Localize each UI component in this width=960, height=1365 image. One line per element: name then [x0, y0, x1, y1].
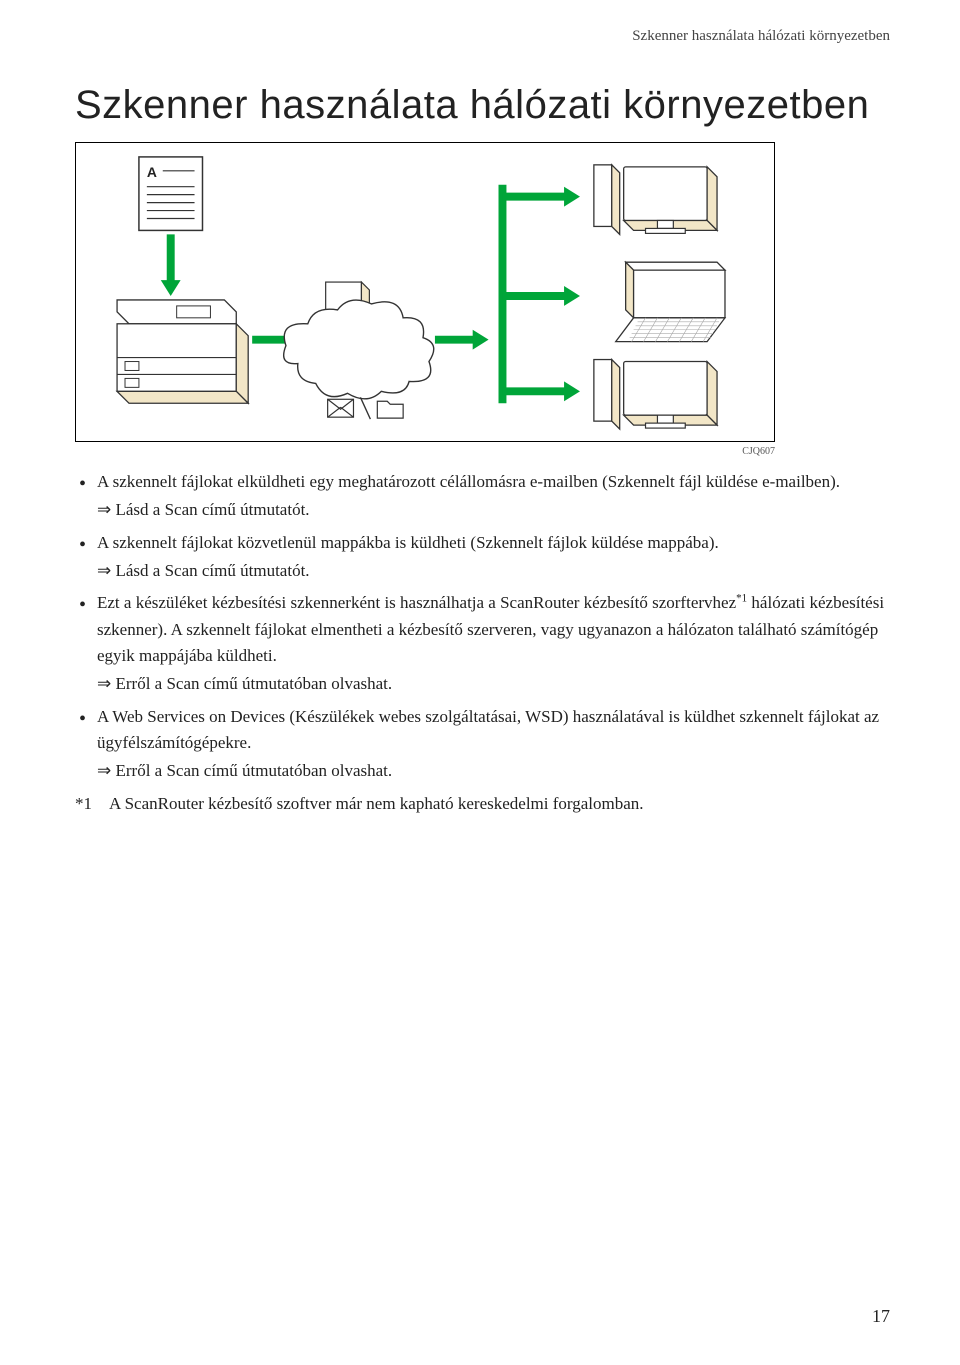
- page-title: Szkenner használata hálózati környezetbe…: [75, 83, 890, 128]
- bullet-text: A Web Services on Devices (Készülékek we…: [97, 707, 879, 752]
- bullet-sub: Lásd a Scan című útmutatót.: [97, 558, 890, 584]
- desktop-icon-top: [594, 165, 717, 235]
- document-icon: A: [139, 157, 203, 231]
- bullet-text: A szkennelt fájlokat közvetlenül mappákb…: [97, 533, 719, 552]
- bullet-sub: Lásd a Scan című útmutatót.: [97, 497, 890, 523]
- footnote: *1 A ScanRouter kézbesítő szoftver már n…: [75, 791, 890, 817]
- footnote-text: A ScanRouter kézbesítő szoftver már nem …: [109, 791, 644, 817]
- bullet-text: Ezt a készüléket kézbesítési szkennerkén…: [97, 593, 884, 665]
- page-number: 17: [872, 1306, 890, 1327]
- content-list: A szkennelt fájlokat elküldheti egy megh…: [75, 469, 890, 785]
- mail-folder-icons: [328, 397, 403, 419]
- bullet-sub: Erről a Scan című útmutatóban olvashat.: [97, 758, 890, 784]
- network-diagram: A: [75, 142, 775, 442]
- laptop-icon: [616, 262, 725, 341]
- running-header: Szkenner használata hálózati környezetbe…: [75, 28, 890, 45]
- list-item: A szkennelt fájlokat közvetlenül mappákb…: [75, 530, 890, 585]
- diagram-code-label: CJQ607: [75, 446, 775, 457]
- desktop-icon-bottom: [594, 360, 717, 430]
- svg-text:A: A: [147, 164, 157, 180]
- bullet-text: A szkennelt fájlokat elküldheti egy megh…: [97, 472, 840, 491]
- cloud-icon: [284, 300, 434, 399]
- arrow-cloud-to-hub: [435, 330, 489, 350]
- list-item: Ezt a készüléket kézbesítési szkennerkén…: [75, 590, 890, 697]
- list-item: A Web Services on Devices (Készülékek we…: [75, 704, 890, 785]
- printer-icon: [117, 300, 248, 403]
- list-item: A szkennelt fájlokat elküldheti egy megh…: [75, 469, 890, 524]
- footnote-mark: *1: [75, 791, 109, 817]
- bullet-sub: Erről a Scan című útmutatóban olvashat.: [97, 671, 890, 697]
- diagram-container: 1 A: [75, 142, 890, 457]
- arrow-doc-to-printer: [161, 234, 181, 296]
- network-hub: [502, 185, 579, 404]
